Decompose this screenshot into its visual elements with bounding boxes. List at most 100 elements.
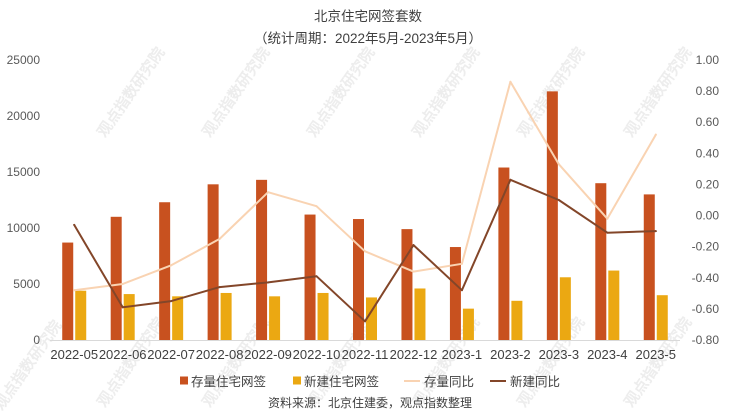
point-existing-yoy-2023-1 <box>460 262 463 265</box>
point-new-yoy-2022-10 <box>315 275 318 278</box>
legend-label-new-signings: 新建住宅网签 <box>304 374 380 389</box>
bar-existing-signings-2023-1 <box>449 247 461 340</box>
line-group-new-yoy <box>73 178 657 323</box>
chart-subtitle: （统计周期：2022年5月-2023年5月） <box>254 31 482 46</box>
point-existing-yoy-2023-3 <box>557 163 560 166</box>
y2-tick-label: 0.40 <box>696 146 720 160</box>
y2-tick-label: -0.40 <box>692 271 720 285</box>
line-series <box>73 80 657 323</box>
bar-existing-signings-2023-5 <box>643 194 655 340</box>
bar-new-signings-2023-1 <box>462 308 474 340</box>
x-tick-label: 2022-11 <box>342 347 389 362</box>
bar-new-signings-2022-10 <box>317 292 329 340</box>
y-tick-label: 15000 <box>7 165 41 179</box>
source-note: 资料来源：北京住建委，观点指数整理 <box>268 395 472 410</box>
watermark-text: 观点指数研究院 <box>0 317 65 413</box>
point-new-yoy-2023-4 <box>606 231 609 234</box>
y2-tick-label: 0.00 <box>696 209 720 223</box>
bar-new-signings-2022-07 <box>172 296 184 340</box>
x-tick-label: 2022-07 <box>147 347 195 362</box>
x-tick-label: 2023-3 <box>539 347 579 362</box>
y-axis-right: -0.80 -0.60 -0.40 -0.20 0.00 0.20 0.40 0.60 0.80… <box>692 53 720 347</box>
y2-tick-label: 1.00 <box>696 53 720 67</box>
x-tick-label: 2023-2 <box>490 347 530 362</box>
point-existing-yoy-2023-2 <box>509 80 512 83</box>
point-new-yoy-2022-11 <box>364 320 366 323</box>
y2-tick-label: -0.60 <box>692 302 720 316</box>
legend-label-existing-yoy: 存量同比 <box>424 375 474 389</box>
x-axis: 2022-05 2022-06 2022-07 2022-08 2022-09 2022-… <box>50 347 676 362</box>
point-new-yoy-2022-07 <box>170 300 173 303</box>
point-new-yoy-2023-1 <box>460 289 463 292</box>
bar-existing-signings-2023-3 <box>546 91 558 340</box>
point-new-yoy-2022-08 <box>218 286 221 289</box>
watermark-text: 观点指数研究院 <box>408 44 483 140</box>
point-new-yoy-2022-06 <box>121 306 124 309</box>
y2-tick-label: -0.80 <box>692 333 720 347</box>
legend-swatch-new-signings <box>293 376 301 385</box>
x-tick-label: 2022-08 <box>196 347 244 362</box>
bar-series <box>62 91 668 340</box>
point-existing-yoy-2022-07 <box>170 264 173 267</box>
point-new-yoy-2023-2 <box>509 178 512 181</box>
bar-new-signings-2022-09 <box>269 296 281 340</box>
legend-item-new-yoy: 新建同比 <box>490 374 560 389</box>
bar-existing-signings-2023-4 <box>595 183 607 340</box>
line-group-existing-yoy <box>73 80 657 292</box>
y-tick-label: 10000 <box>7 221 41 235</box>
legend-label-existing-signings: 存量住宅网签 <box>191 374 267 389</box>
bar-new-signings-2022-11 <box>366 297 377 340</box>
watermark-text: 观点指数研究院 <box>198 44 273 140</box>
y2-tick-label: 0.20 <box>696 177 720 191</box>
point-existing-yoy-2022-10 <box>315 205 318 208</box>
watermark-text: 观点指数研究院 <box>620 44 695 140</box>
bar-new-signings-2023-2 <box>511 300 523 340</box>
chart-title: 北京住宅网签套数 <box>314 8 422 24</box>
y-tick-label: 20000 <box>7 109 41 123</box>
point-new-yoy-2022-09 <box>267 281 270 284</box>
point-existing-yoy-2022-09 <box>267 191 270 194</box>
bar-existing-signings-2022-05 <box>62 242 74 340</box>
x-tick-label: 2022-10 <box>293 347 341 362</box>
point-existing-yoy-2022-06 <box>121 283 124 285</box>
point-new-yoy-2023-5 <box>654 230 657 233</box>
bar-existing-signings-2023-2 <box>498 167 510 340</box>
x-tick-label: 2022-12 <box>390 347 438 362</box>
point-new-yoy-2022-12 <box>412 244 415 247</box>
legend: 存量住宅网签 新建住宅网签 存量同比 新建同比 <box>180 374 560 389</box>
bar-new-signings-2022-08 <box>220 292 232 340</box>
bar-new-signings-2023-5 <box>656 295 668 340</box>
bar-new-signings-2022-05 <box>75 290 87 340</box>
point-existing-yoy-2023-5 <box>654 133 657 136</box>
bar-existing-signings-2022-12 <box>401 229 413 340</box>
legend-item-existing-yoy: 存量同比 <box>404 375 474 389</box>
legend-item-new-signings: 新建住宅网签 <box>293 374 380 389</box>
x-tick-label: 2022-05 <box>50 347 98 362</box>
legend-item-existing-signings: 存量住宅网签 <box>180 374 267 389</box>
point-existing-yoy-2023-4 <box>606 217 609 220</box>
point-existing-yoy-2022-12 <box>412 270 415 273</box>
bar-new-signings-2022-06 <box>123 294 135 340</box>
watermark-text: 观点指数研究院 <box>93 44 168 140</box>
y-tick-label: 0 <box>33 333 40 347</box>
y-tick-label: 25000 <box>7 53 41 67</box>
bar-existing-signings-2022-11 <box>353 219 364 340</box>
bar-new-signings-2023-4 <box>608 270 620 340</box>
bar-existing-signings-2022-07 <box>159 202 171 340</box>
legend-label-new-yoy: 新建同比 <box>510 374 560 389</box>
point-new-yoy-2022-05 <box>73 223 76 226</box>
x-tick-label: 2022-09 <box>244 347 292 362</box>
x-tick-label: 2023-4 <box>587 347 627 362</box>
bar-existing-signings-2022-06 <box>110 216 122 340</box>
bar-new-signings-2022-12 <box>414 288 426 340</box>
y-tick-label: 5000 <box>13 277 40 291</box>
x-tick-label: 2023-1 <box>442 347 482 362</box>
point-existing-yoy-2022-08 <box>218 237 221 240</box>
y2-tick-label: 0.80 <box>696 84 720 98</box>
y-axis-left: 0 5000 10000 15000 20000 25000 <box>7 53 41 347</box>
x-tick-label: 2023-5 <box>636 347 676 362</box>
y2-tick-label: 0.60 <box>696 115 720 129</box>
bar-new-signings-2023-3 <box>559 277 571 340</box>
watermark-text: 观点指数研究院 <box>303 44 378 140</box>
